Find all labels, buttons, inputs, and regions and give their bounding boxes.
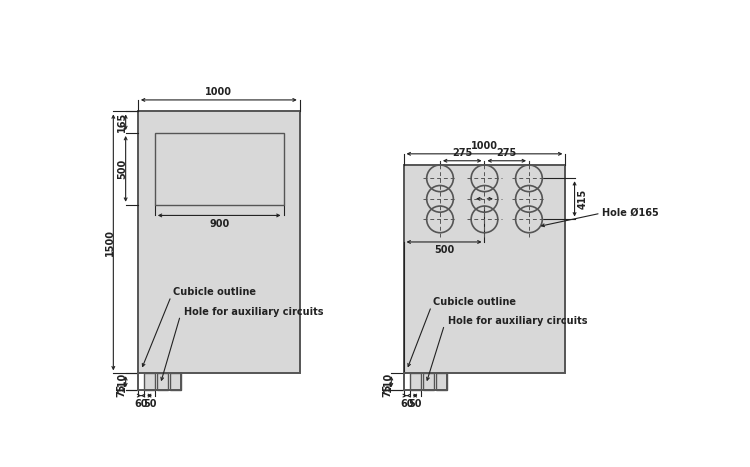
Text: 500: 500 [117,159,127,179]
Text: 415: 415 [578,189,588,209]
Bar [423,373,433,390]
Text: 50: 50 [409,399,422,409]
Text: 165: 165 [117,112,127,132]
Text: 75: 75 [117,383,127,397]
Bar [436,373,447,390]
Text: 900: 900 [209,219,230,228]
Text: 110: 110 [117,372,127,392]
Text: 500: 500 [434,245,454,255]
Bar [404,165,566,373]
Text: 1500: 1500 [104,229,115,256]
Bar [138,112,300,373]
Text: 50: 50 [142,399,156,409]
Text: Hole for auxiliary circuits: Hole for auxiliary circuits [448,316,588,326]
Text: Cubicle outline: Cubicle outline [172,287,256,297]
Text: 275: 275 [496,149,517,158]
Text: Hole Ø165: Hole Ø165 [602,208,659,218]
Bar [170,373,181,390]
Text: 110: 110 [382,372,392,392]
Bar [155,133,284,205]
Text: 60: 60 [134,399,148,409]
Bar [144,373,155,390]
Text: 1000: 1000 [471,141,498,151]
Text: 1000: 1000 [206,87,232,97]
Text: Cubicle outline: Cubicle outline [433,297,516,307]
Bar [410,373,421,390]
Text: 75: 75 [382,383,392,397]
Text: 275: 275 [452,149,472,158]
Text: 60: 60 [400,399,413,409]
Text: Hole for auxiliary circuits: Hole for auxiliary circuits [184,307,324,317]
Bar [158,373,168,390]
